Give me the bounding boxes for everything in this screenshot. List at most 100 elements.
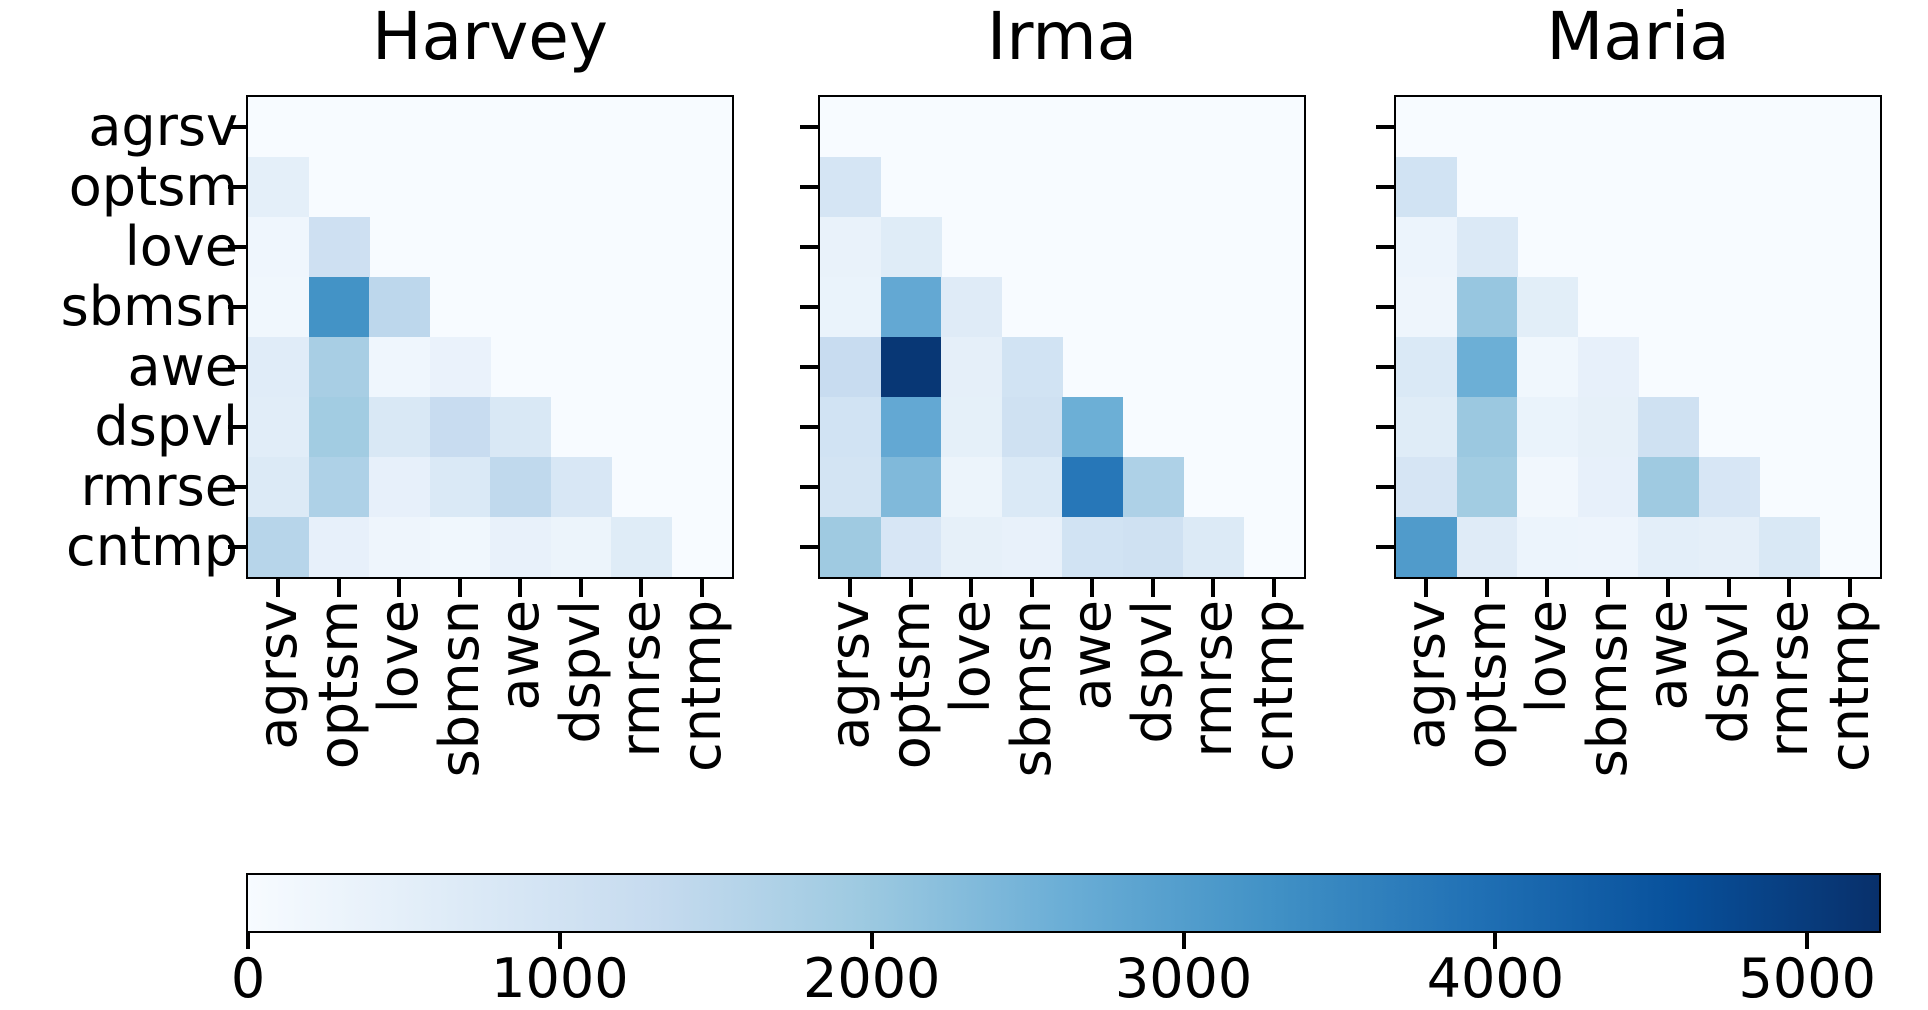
heatmap-cell: [1517, 457, 1578, 517]
heatmap-cell: [611, 517, 672, 577]
heatmap-cell: [1577, 397, 1639, 457]
y-tick-label: awe: [127, 335, 238, 398]
colorbar-tick: [557, 931, 562, 949]
heatmap-cell: [880, 217, 942, 277]
colorbar-tick-label: 2000: [802, 947, 941, 1010]
heatmap-cell: [248, 517, 309, 577]
heatmap-cell: [1396, 217, 1457, 277]
heatmap-cell: [1001, 337, 1063, 397]
colorbar-tick: [869, 931, 874, 949]
heatmap-cell: [248, 157, 309, 217]
y-axis-tick: [1376, 425, 1394, 429]
heatmap-cell: [1759, 517, 1820, 577]
colorbar-tick: [1805, 931, 1810, 949]
x-axis-tick: [1424, 579, 1429, 597]
heatmap-cell: [369, 457, 430, 517]
heatmap-cell: [1456, 277, 1518, 337]
y-axis-tick: [228, 125, 246, 129]
heatmap-cell: [429, 397, 491, 457]
heatmap-cell: [1456, 217, 1518, 277]
heatmap-cell: [1396, 337, 1457, 397]
heatmap-cell: [1638, 517, 1699, 577]
panel-title-irma: Irma: [986, 0, 1138, 75]
y-tick-label: optsm: [68, 155, 238, 218]
heatmap-cell: [308, 517, 370, 577]
x-axis-tick: [457, 579, 462, 597]
y-axis-tick: [228, 185, 246, 189]
heatmap-cell: [429, 517, 491, 577]
colorbar-tick: [1181, 931, 1186, 949]
y-axis-tick: [800, 485, 818, 489]
y-axis-tick: [1376, 545, 1394, 549]
heatmap-cell: [1001, 397, 1063, 457]
y-axis-tick: [800, 545, 818, 549]
heatmap-cell: [308, 217, 370, 277]
heatmap-cell: [1396, 157, 1457, 217]
y-axis-tick: [228, 545, 246, 549]
heatmap-cell: [308, 337, 370, 397]
colorbar-tick-label: 5000: [1738, 947, 1876, 1010]
heatmap-cell: [248, 337, 309, 397]
x-axis-tick: [276, 579, 281, 597]
heatmap-cell: [1577, 517, 1639, 577]
heatmap-cell: [1577, 457, 1639, 517]
y-axis-tick: [228, 305, 246, 309]
y-axis-tick: [1376, 185, 1394, 189]
heatmap-cell: [308, 457, 370, 517]
heatmap-cell: [820, 517, 881, 577]
x-axis-tick: [1847, 579, 1852, 597]
heatmap-cell: [1001, 457, 1063, 517]
y-tick-label: rmrse: [80, 455, 238, 518]
heatmap-cell: [1577, 337, 1639, 397]
colorbar-tick-label: 1000: [491, 947, 629, 1010]
y-tick-label: dspvl: [94, 395, 238, 458]
heatmap-cell: [820, 337, 881, 397]
heatmap-cell: [369, 517, 430, 577]
x-tick-label: love: [939, 600, 1003, 714]
heatmap-cell: [880, 397, 942, 457]
heatmap-cell: [1517, 277, 1578, 337]
colorbar-tick: [1493, 931, 1498, 949]
x-axis-tick: [908, 579, 913, 597]
x-axis-tick: [639, 579, 644, 597]
x-axis-tick: [699, 579, 704, 597]
heatmap-cell: [941, 397, 1002, 457]
heatmap-cell: [820, 157, 881, 217]
heatmap-cell: [550, 517, 612, 577]
heatmap-cell: [820, 217, 881, 277]
x-tick-label: agrsv: [246, 600, 310, 750]
heatmap-cell: [1517, 337, 1578, 397]
y-axis-tick: [800, 425, 818, 429]
x-axis-tick: [578, 579, 583, 597]
heatmap-cell: [1456, 517, 1518, 577]
x-axis-tick: [1666, 579, 1671, 597]
heatmap-cell: [1638, 397, 1699, 457]
x-tick-label: awe: [1060, 600, 1124, 711]
y-axis-tick: [228, 245, 246, 249]
x-tick-label: agrsv: [818, 600, 882, 750]
x-tick-label: awe: [1636, 600, 1700, 711]
heatmap-cell: [880, 277, 942, 337]
x-axis-tick: [1726, 579, 1731, 597]
heatmap-cell: [1062, 397, 1123, 457]
x-tick-label: dspvl: [1696, 600, 1760, 744]
heatmap-cell: [1698, 457, 1760, 517]
x-tick-label: optsm: [878, 600, 942, 770]
panel-title-maria: Maria: [1546, 0, 1730, 75]
y-tick-label: love: [124, 215, 238, 278]
x-axis-tick: [1787, 579, 1792, 597]
y-axis-tick: [800, 185, 818, 189]
heatmap-cell: [1396, 517, 1457, 577]
x-tick-label: dspvl: [548, 600, 612, 744]
colorbar: [246, 873, 1881, 933]
heatmap-cell: [1001, 517, 1063, 577]
x-tick-label: sbmsn: [999, 600, 1063, 778]
x-tick-label: rmrse: [1181, 600, 1245, 758]
y-tick-label: agrsv: [88, 95, 238, 158]
y-axis-tick: [800, 305, 818, 309]
heatmap-cell: [941, 517, 1002, 577]
heatmap-cell: [941, 457, 1002, 517]
x-tick-label: rmrse: [609, 600, 673, 758]
heatmap-cell: [550, 457, 612, 517]
